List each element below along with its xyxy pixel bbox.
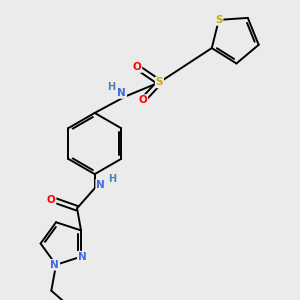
Text: N: N <box>50 260 59 270</box>
Text: N: N <box>117 88 126 98</box>
Text: S: S <box>215 15 223 25</box>
Text: H: H <box>108 174 116 184</box>
Text: O: O <box>133 62 141 72</box>
Text: N: N <box>78 252 87 262</box>
Text: S: S <box>156 77 163 87</box>
Text: O: O <box>139 95 147 105</box>
Text: O: O <box>47 195 56 205</box>
Text: H: H <box>107 82 115 92</box>
Text: N: N <box>96 180 105 190</box>
